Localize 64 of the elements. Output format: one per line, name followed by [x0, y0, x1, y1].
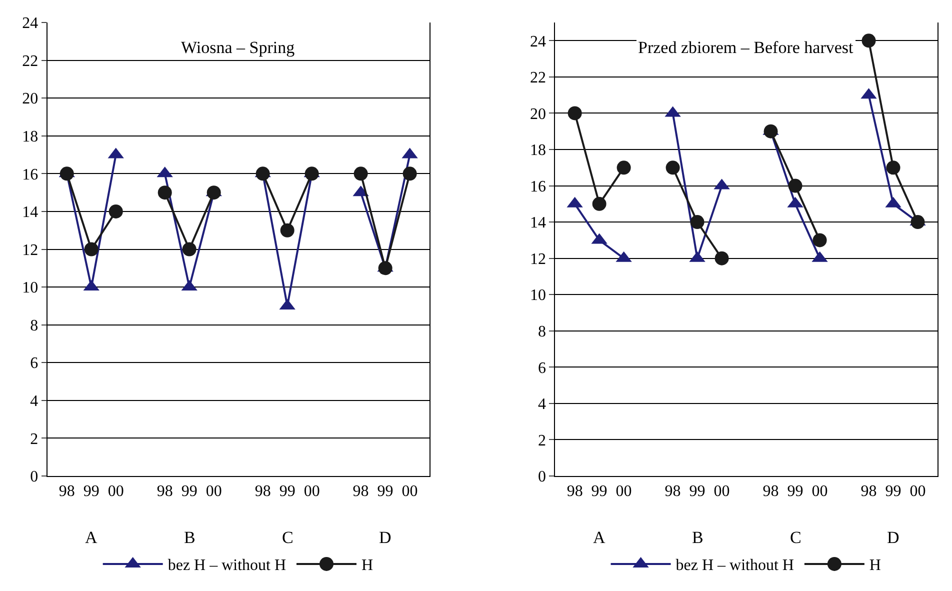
x-tick-label: 99 — [689, 483, 706, 500]
x-tick-label: 00 — [812, 483, 828, 500]
y-tick-label: 20 — [22, 90, 38, 108]
text: A — [593, 528, 606, 547]
x-tick-label: 99 — [787, 483, 804, 500]
x-tick-label: 99 — [181, 483, 198, 500]
text: D — [887, 528, 900, 547]
y-tick-label: 8 — [30, 317, 38, 334]
text: B — [692, 528, 704, 547]
y-tick-label: 16 — [530, 178, 546, 196]
x-tick-label: 98 — [58, 483, 75, 500]
x-tick-label: 98 — [352, 483, 369, 500]
x-tick-label: 99 — [591, 483, 608, 500]
x-tick-label: 98 — [762, 483, 779, 500]
y-tick-label: 4 — [30, 393, 38, 410]
y-tick-label: 14 — [22, 204, 38, 222]
y-tick-label: 18 — [22, 128, 38, 146]
y-tick-label: 12 — [22, 242, 38, 259]
x-tick-label: 98 — [566, 483, 583, 500]
y-tick-label: 10 — [22, 280, 38, 297]
y-tick-label: 2 — [538, 432, 546, 450]
text: A — [85, 528, 98, 547]
y-tick-label: 14 — [530, 214, 546, 232]
x-tick-label: 00 — [616, 483, 632, 500]
legend-label: bez H – without H — [168, 557, 286, 574]
y-tick-label: 18 — [530, 142, 546, 160]
text: Wiosna – Spring — [181, 38, 296, 57]
y-tick-label: 6 — [538, 360, 546, 377]
x-tick-label: 99 — [377, 483, 394, 500]
x-tick-label: 99 — [279, 483, 296, 500]
x-tick-label: 00 — [108, 483, 124, 500]
text: Przed zbiorem – Before harvest — [638, 38, 854, 57]
y-tick-label: 2 — [30, 430, 38, 448]
x-tick-label: 99 — [83, 483, 100, 500]
x-tick-label: 00 — [206, 483, 222, 500]
x-tick-label: 00 — [910, 483, 926, 500]
y-tick-label: 16 — [22, 166, 38, 184]
legend-label: H — [869, 557, 882, 574]
x-tick-label: 98 — [254, 483, 271, 500]
text: C — [282, 528, 294, 547]
x-tick-label: 99 — [885, 483, 902, 500]
y-tick-label: 10 — [530, 287, 546, 304]
legend-label: bez H – without H — [676, 557, 794, 574]
y-tick-label: 0 — [30, 468, 38, 486]
legend-label: H — [361, 557, 374, 574]
y-tick-label: 22 — [22, 52, 38, 70]
y-tick-label: 20 — [530, 106, 546, 123]
x-tick-label: 98 — [664, 483, 681, 500]
text: C — [790, 528, 802, 547]
x-tick-label: 00 — [402, 483, 418, 500]
y-tick-label: 22 — [530, 70, 546, 87]
y-tick-label: 0 — [538, 468, 546, 486]
text: D — [379, 528, 392, 547]
y-tick-label: 6 — [30, 355, 38, 372]
y-tick-label: 24 — [22, 15, 38, 32]
x-tick-label: 00 — [714, 483, 730, 500]
y-tick-label: 24 — [530, 33, 546, 50]
y-tick-label: 12 — [530, 250, 546, 268]
y-tick-label: 8 — [538, 323, 546, 340]
x-tick-label: 98 — [860, 483, 877, 500]
x-tick-label: 98 — [156, 483, 173, 500]
x-tick-label: 00 — [304, 483, 320, 500]
text: B — [184, 528, 196, 547]
y-tick-label: 4 — [538, 396, 546, 414]
